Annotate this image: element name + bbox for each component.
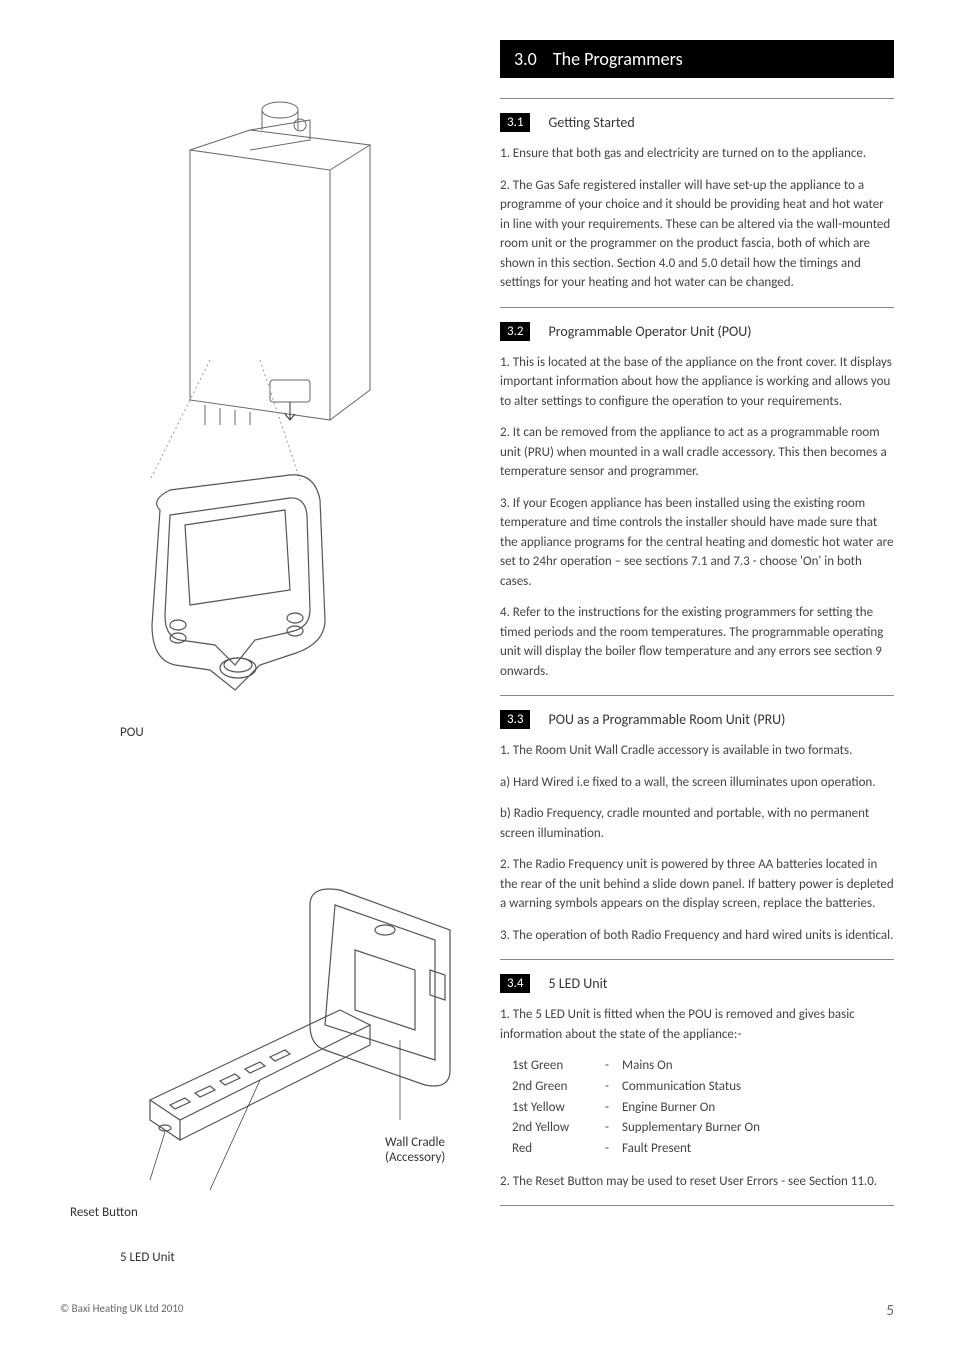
led-name: 1st Yellow — [512, 1098, 592, 1119]
paragraph: 2. It can be removed from the appliance … — [500, 423, 894, 482]
paragraph: 1. The Room Unit Wall Cradle accessory i… — [500, 741, 894, 761]
reset-button-label: Reset Button — [70, 1205, 138, 1220]
paragraph: 2. The Radio Frequency unit is powered b… — [500, 855, 894, 914]
led-unit-label: 5 LED Unit — [120, 1250, 175, 1265]
section-num: 3.4 — [500, 974, 530, 993]
led-desc: Mains On — [622, 1056, 673, 1077]
led-table: 1st Green - Mains On 2nd Green - Communi… — [512, 1056, 894, 1160]
dash: - — [600, 1098, 614, 1119]
led-row: 2nd Green - Communication Status — [512, 1077, 894, 1098]
led-desc: Engine Burner On — [622, 1098, 715, 1119]
dash: - — [600, 1139, 614, 1160]
led-name: 2nd Green — [512, 1077, 592, 1098]
led-name: Red — [512, 1139, 592, 1160]
pou-label: POU — [120, 725, 144, 740]
section-header-32: 3.2 Programmable Operator Unit (POU) — [500, 322, 894, 341]
divider — [500, 695, 894, 696]
led-desc: Communication Status — [622, 1077, 741, 1098]
section-body-34: 1. The 5 LED Unit is fitted when the POU… — [500, 1005, 894, 1191]
section-num: 3.2 — [500, 322, 530, 341]
paragraph: 1. This is located at the base of the ap… — [500, 353, 894, 412]
section-num: 3.1 — [500, 113, 530, 132]
led-row: 1st Green - Mains On — [512, 1056, 894, 1077]
dash: - — [600, 1077, 614, 1098]
paragraph: 2. The Reset Button may be used to reset… — [500, 1172, 894, 1192]
led-name: 2nd Yellow — [512, 1118, 592, 1139]
section-title: POU as a Programmable Room Unit (PRU) — [548, 711, 785, 728]
section-header-34: 3.4 5 LED Unit — [500, 974, 894, 993]
copyright-text: © Baxi Heating UK Ltd 2010 — [60, 1302, 183, 1320]
chapter-header: 3.0 The Programmers — [500, 40, 894, 78]
paragraph: 1. The 5 LED Unit is fitted when the POU… — [500, 1005, 894, 1044]
paragraph: 4. Refer to the instructions for the exi… — [500, 603, 894, 681]
wall-cradle-label: Wall Cradle (Accessory) — [385, 1135, 460, 1165]
led-row: 1st Yellow - Engine Burner On — [512, 1098, 894, 1119]
diagrams-column: POU — [60, 40, 460, 1280]
led-row: 2nd Yellow - Supplementary Burner On — [512, 1118, 894, 1139]
section-body-32: 1. This is located at the base of the ap… — [500, 353, 894, 682]
text-column: 3.0 The Programmers 3.1 Getting Started … — [500, 40, 894, 1280]
section-title: Programmable Operator Unit (POU) — [548, 323, 751, 340]
chapter-title: The Programmers — [553, 48, 683, 70]
dash: - — [600, 1118, 614, 1139]
led-name: 1st Green — [512, 1056, 592, 1077]
pou-diagram — [140, 470, 340, 700]
divider — [500, 959, 894, 960]
paragraph: b) Radio Frequency, cradle mounted and p… — [500, 804, 894, 843]
led-row: Red - Fault Present — [512, 1139, 894, 1160]
chapter-num: 3.0 — [514, 48, 537, 70]
paragraph: 3. If your Ecogen appliance has been ins… — [500, 494, 894, 592]
divider — [500, 98, 894, 99]
paragraph: 3. The operation of both Radio Frequency… — [500, 926, 894, 946]
paragraph: 1. Ensure that both gas and electricity … — [500, 144, 894, 164]
page-footer: © Baxi Heating UK Ltd 2010 5 — [60, 1302, 894, 1320]
section-header-33: 3.3 POU as a Programmable Room Unit (PRU… — [500, 710, 894, 729]
section-title: 5 LED Unit — [548, 975, 607, 992]
dash: - — [600, 1056, 614, 1077]
paragraph: a) Hard Wired i.e fixed to a wall, the s… — [500, 773, 894, 793]
section-header-31: 3.1 Getting Started — [500, 113, 894, 132]
page-number: 5 — [886, 1302, 894, 1320]
section-title: Getting Started — [548, 114, 634, 131]
paragraph: 2. The Gas Safe registered installer wil… — [500, 176, 894, 293]
divider — [500, 1205, 894, 1206]
led-desc: Supplementary Burner On — [622, 1118, 760, 1139]
divider — [500, 307, 894, 308]
section-num: 3.3 — [500, 710, 530, 729]
section-body-33: 1. The Room Unit Wall Cradle accessory i… — [500, 741, 894, 945]
section-body-31: 1. Ensure that both gas and electricity … — [500, 144, 894, 293]
led-desc: Fault Present — [622, 1139, 691, 1160]
